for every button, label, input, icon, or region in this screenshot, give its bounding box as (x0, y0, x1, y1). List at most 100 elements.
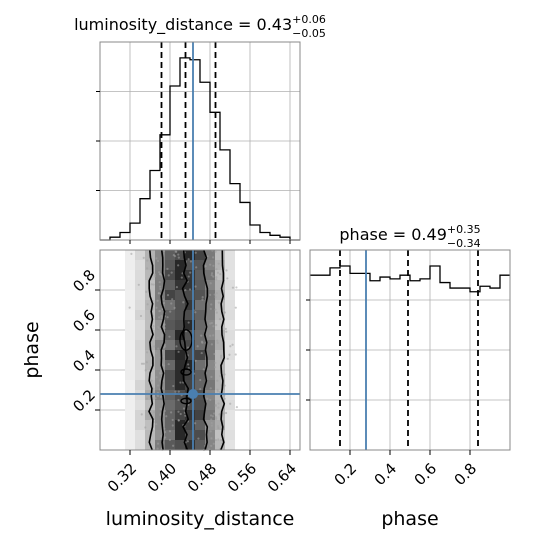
density-cell (185, 320, 195, 330)
scatter-point (217, 262, 220, 265)
density-cell (135, 340, 145, 350)
scatter-point (206, 255, 209, 258)
density-cell (215, 420, 225, 430)
scatter-point (225, 269, 228, 272)
density-cell (215, 250, 225, 260)
density-cell (175, 390, 185, 400)
scatter-point (177, 390, 180, 393)
scatter-point (225, 330, 228, 333)
scatter-point (231, 286, 235, 289)
density-cell (175, 380, 185, 390)
density-cell (135, 260, 145, 270)
scatter-point (130, 252, 133, 255)
scatter-point (172, 444, 175, 447)
scatter-point (163, 409, 166, 412)
scatter-point (164, 436, 167, 439)
density-cell (175, 300, 185, 310)
density-cell (135, 350, 145, 360)
density-cell (125, 390, 135, 400)
density-cell (215, 440, 225, 450)
density-cell (195, 340, 205, 350)
density-cell (145, 320, 155, 330)
density-cell (125, 340, 135, 350)
scatter-point (163, 323, 166, 326)
scatter-point (160, 434, 163, 438)
scatter-point (199, 378, 202, 382)
scatter-point (223, 394, 226, 397)
density-cell (195, 260, 205, 270)
density-cell (165, 400, 175, 410)
scatter-point (154, 397, 157, 400)
scatter-point (187, 275, 190, 278)
scatter-point (235, 286, 238, 289)
density-cell (185, 270, 195, 280)
scatter-point (175, 250, 178, 253)
scatter-point (156, 299, 159, 302)
scatter-point (163, 326, 166, 330)
density-cell (195, 410, 205, 420)
density-cell (225, 320, 235, 330)
density-cell (165, 380, 175, 390)
scatter-point (146, 267, 149, 270)
scatter-point (216, 379, 219, 382)
scatter-point (215, 268, 218, 271)
scatter-point (159, 377, 162, 381)
scatter-point (200, 334, 203, 337)
scatter-point (209, 307, 212, 310)
scatter-point (209, 322, 212, 325)
scatter-point (158, 316, 161, 319)
scatter-point (157, 384, 160, 387)
scatter-point (152, 283, 155, 286)
scatter-point (212, 275, 215, 278)
scatter-point (216, 426, 220, 430)
y-tick-label: 0.4 (69, 346, 99, 376)
scatter-point (215, 311, 218, 314)
density-cell (175, 290, 185, 300)
density-cell (215, 300, 225, 310)
density-cell (195, 290, 205, 300)
scatter-point (194, 251, 197, 254)
density-cell (215, 280, 225, 290)
contour-loop (180, 368, 192, 376)
scatter-point (194, 422, 197, 425)
scatter-point (218, 413, 221, 416)
scatter-point (187, 321, 190, 324)
scatter-point (187, 363, 190, 366)
density-cell (175, 280, 185, 290)
scatter-point (235, 405, 239, 409)
density-cell (195, 270, 205, 280)
density-cell (125, 310, 135, 320)
density-cell (215, 310, 225, 320)
x-axis-label-phase: phase (381, 508, 438, 530)
density-cell (125, 400, 135, 410)
scatter-point (168, 430, 172, 433)
tick-marks (95, 91, 471, 455)
density-cell (165, 300, 175, 310)
scatter-point (228, 353, 231, 356)
scatter-point (218, 318, 222, 321)
density-cell (175, 320, 185, 330)
scatter-point (165, 415, 168, 418)
scatter-point (216, 341, 219, 344)
scatter-point (187, 366, 190, 370)
scatter-point (157, 326, 160, 330)
density-cell (145, 260, 155, 270)
scatter-point (153, 273, 156, 276)
scatter-point (209, 398, 212, 402)
scatter-point (152, 391, 156, 394)
scatter-point (201, 298, 204, 301)
density-cell (195, 440, 205, 450)
scatter-point (220, 356, 223, 359)
scatter-point (194, 311, 197, 314)
title-plus: +0.35 (447, 223, 481, 236)
density-cell (155, 260, 165, 270)
scatter-point (217, 402, 220, 405)
scatter-point (167, 274, 170, 277)
density-cell (175, 440, 185, 450)
density-cell (205, 300, 215, 310)
density-cell (205, 340, 215, 350)
scatter-point (158, 285, 162, 288)
density-cell (155, 300, 165, 310)
scatter-point (140, 413, 143, 416)
scatter-point (158, 281, 161, 284)
